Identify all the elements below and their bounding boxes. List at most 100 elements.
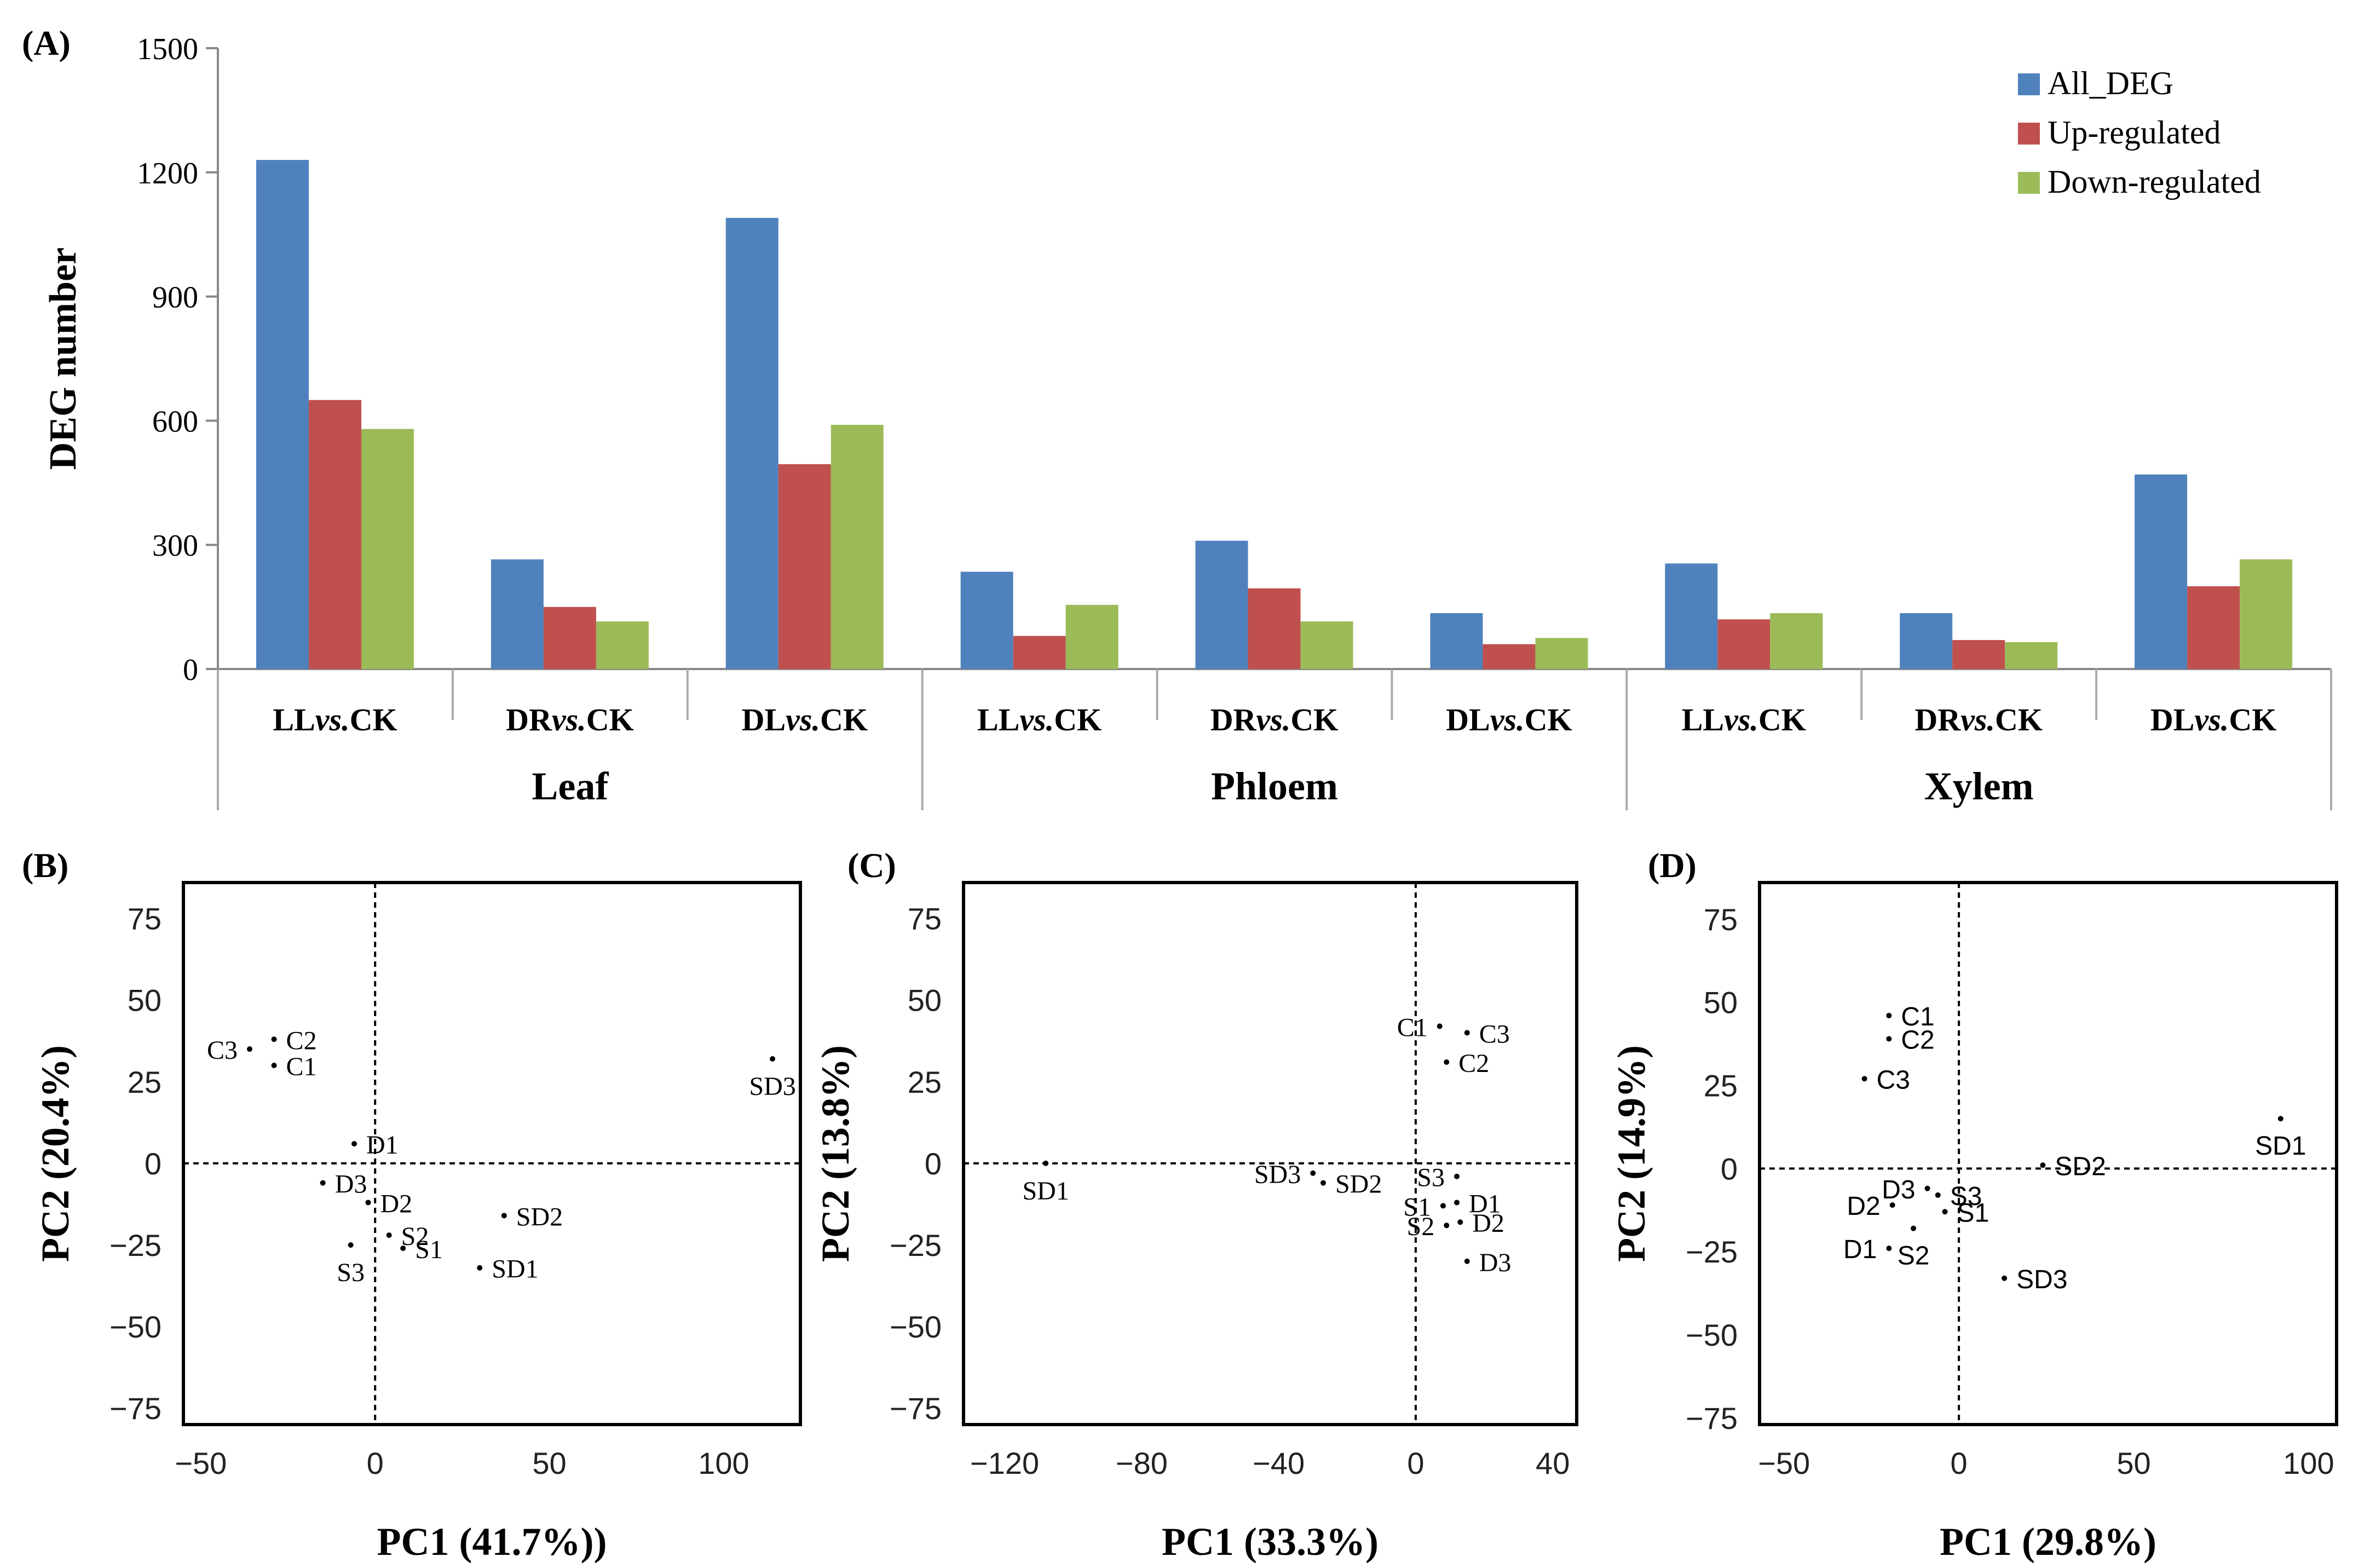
bar-all_deg: [1665, 563, 1718, 669]
y-tick-label: −75: [1686, 1401, 1738, 1436]
bar-up-regulated: [1717, 619, 1770, 669]
bar-down-regulated: [1065, 604, 1118, 669]
legend-swatch: [2018, 172, 2040, 194]
point-c2: [1444, 1059, 1450, 1065]
legend-swatch: [2018, 73, 2040, 95]
bar-all_deg: [256, 160, 309, 669]
x-tick-label: 40: [1536, 1446, 1570, 1480]
point-label: SD1: [1022, 1177, 1069, 1206]
point-label: C1: [1397, 1013, 1428, 1042]
bar-all_deg: [1195, 540, 1248, 669]
y-axis-title: PC2 (14.9%): [1610, 1045, 1653, 1262]
point-label: S2: [401, 1222, 429, 1251]
x-category-label: LLvs.CK: [977, 702, 1101, 737]
bar-down-regulated: [596, 621, 649, 669]
point-d2: [1889, 1202, 1895, 1208]
bar-down-regulated: [1770, 613, 1823, 669]
bar-down-regulated: [2240, 559, 2293, 669]
bar-up-regulated: [778, 464, 831, 669]
point-s1: [1942, 1209, 1948, 1215]
plot-frame: [182, 881, 802, 1426]
point-label: S3: [1950, 1182, 1982, 1211]
x-tick-label: −50: [175, 1446, 227, 1480]
bar-up-regulated: [1483, 644, 1536, 669]
bar-all_deg: [1430, 613, 1483, 669]
point-s3: [348, 1242, 354, 1248]
bar-all_deg: [960, 572, 1013, 669]
y-axis-title: DEG number: [42, 247, 84, 470]
point-label: SD2: [516, 1202, 563, 1231]
legend-label: Up-regulated: [2048, 114, 2221, 151]
point-sd1: [1043, 1160, 1049, 1166]
y-tick-label: 25: [128, 1065, 162, 1099]
x-category-label: DLvs.CK: [1446, 702, 1572, 737]
legend-label: Down-regulated: [2048, 164, 2261, 200]
point-label: D1: [366, 1131, 399, 1160]
panel-label: (B): [22, 846, 68, 885]
point-sd3: [770, 1056, 776, 1062]
panel-d-pca-scatter: (D)75 50 25 0 −25 −50 −75 −50 0 50 100 PC1 (29.8%) P…: [1610, 846, 2338, 1564]
bar-up-regulated: [1013, 636, 1066, 669]
panel-c-pca-scatter: (C) 75 50 25 0 −25 −50 −75 −120 −80 −40 0 40 PC1 (33.…: [814, 846, 1578, 1564]
point-label: D3: [335, 1170, 367, 1199]
point-sd1: [2277, 1116, 2283, 1122]
y-tick-label: −50: [109, 1310, 162, 1344]
point-c1: [1437, 1023, 1443, 1029]
y-tick-label: 0: [145, 1146, 162, 1181]
y-tick-label: 900: [152, 281, 198, 315]
point-sd3: [1310, 1170, 1316, 1176]
bar-down-regulated: [1535, 638, 1588, 669]
point-sd2: [2040, 1162, 2046, 1168]
y-tick-label: 0: [1721, 1151, 1738, 1186]
point-sd2: [501, 1213, 507, 1219]
bar-up-regulated: [1952, 640, 2005, 669]
x-category-label: DRvs.CK: [1914, 702, 2043, 737]
point-label: D3: [1882, 1175, 1915, 1204]
point-label: C1: [1901, 1002, 1934, 1031]
legend-swatch: [2018, 123, 2040, 145]
point-label: C3: [1877, 1065, 1910, 1094]
point-label: SD2: [1335, 1170, 1382, 1199]
x-tick-label: 0: [367, 1446, 384, 1480]
point-d1: [1886, 1246, 1892, 1252]
x-category-label: DRvs.CK: [506, 702, 634, 737]
point-label: SD1: [2255, 1132, 2306, 1161]
point-label: SD3: [749, 1072, 795, 1101]
x-axis-title: PC1 (29.8%): [1940, 1520, 2156, 1564]
bar-down-regulated: [361, 429, 414, 669]
x-category-label: DRvs.CK: [1210, 702, 1339, 737]
y-tick-label: −50: [890, 1310, 942, 1344]
y-tick-label: −25: [1686, 1235, 1738, 1269]
point-c3: [1861, 1076, 1867, 1082]
point-s1: [1440, 1203, 1446, 1209]
point-label: SD3: [2016, 1265, 2067, 1294]
bar-up-regulated: [309, 400, 361, 669]
point-d1: [351, 1141, 357, 1147]
point-label: D2: [380, 1189, 412, 1218]
point-label: SD2: [2055, 1152, 2106, 1181]
point-d3: [320, 1180, 326, 1186]
y-tick-label: 1500: [137, 32, 198, 66]
point-sd2: [1320, 1180, 1326, 1186]
point-label: SD3: [1254, 1160, 1301, 1189]
bar-all_deg: [725, 217, 778, 670]
x-tick-label: 0: [1407, 1446, 1424, 1480]
point-sd1: [477, 1265, 483, 1271]
x-tick-label: 100: [2283, 1446, 2334, 1480]
point-label: S3: [1417, 1163, 1445, 1192]
point-d2: [1457, 1219, 1463, 1225]
point-c3: [1464, 1030, 1470, 1036]
point-label: D3: [1479, 1248, 1512, 1277]
legend-label: All_DEG: [2048, 65, 2173, 101]
y-tick-label: −75: [109, 1391, 162, 1426]
panel-a-label: (A): [22, 24, 71, 62]
point-label: S3: [337, 1258, 365, 1287]
bar-up-regulated: [543, 607, 596, 669]
point-c1: [271, 1062, 277, 1068]
bar-up-regulated: [2187, 586, 2240, 669]
x-tick-label: −120: [970, 1446, 1039, 1480]
bar-down-regulated: [1300, 621, 1353, 669]
y-tick-label: 50: [1704, 985, 1738, 1020]
point-c1: [1886, 1012, 1892, 1018]
bar-all_deg: [1900, 613, 1953, 669]
